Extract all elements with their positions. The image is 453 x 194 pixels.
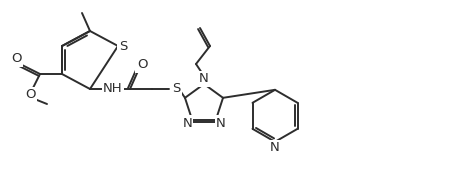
Text: N: N <box>216 117 226 130</box>
Text: NH: NH <box>103 82 123 95</box>
Text: O: O <box>137 59 147 72</box>
Text: S: S <box>172 82 180 95</box>
Text: N: N <box>270 141 280 154</box>
Text: N: N <box>199 73 209 86</box>
Text: O: O <box>25 88 35 101</box>
Text: S: S <box>119 40 127 53</box>
Text: N: N <box>183 117 192 130</box>
Text: O: O <box>11 53 21 66</box>
